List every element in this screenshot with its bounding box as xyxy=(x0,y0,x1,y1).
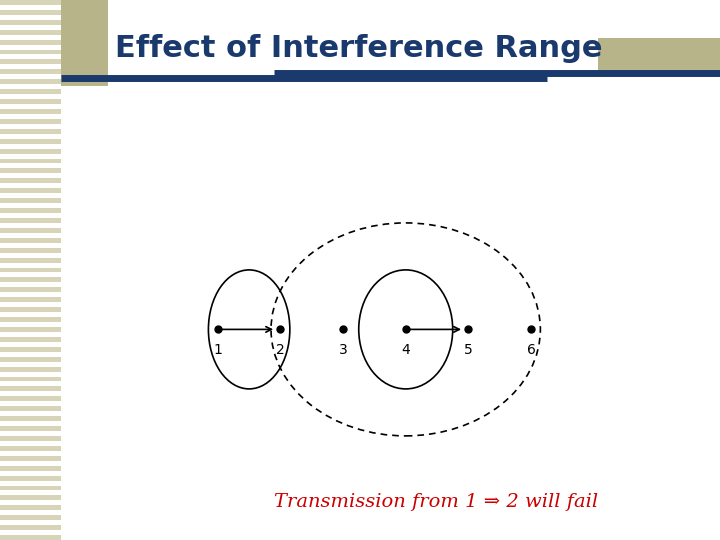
Text: 2: 2 xyxy=(276,343,285,357)
Bar xyxy=(0,79,61,84)
Bar xyxy=(0,505,61,510)
Bar xyxy=(0,89,61,94)
Bar xyxy=(0,208,61,213)
Bar xyxy=(0,109,61,114)
Bar xyxy=(0,20,61,25)
Bar xyxy=(0,267,61,273)
Bar xyxy=(0,139,61,144)
Bar xyxy=(0,30,61,35)
Bar xyxy=(0,525,61,530)
Text: Transmission from 1 ⇒ 2 will fail: Transmission from 1 ⇒ 2 will fail xyxy=(274,493,598,511)
Bar xyxy=(0,535,61,540)
Bar xyxy=(0,327,61,332)
Bar xyxy=(0,465,61,471)
Bar xyxy=(0,347,61,352)
Bar xyxy=(61,0,108,86)
Bar xyxy=(0,39,61,45)
Text: 1: 1 xyxy=(213,343,222,357)
Text: Effect of Interference Range: Effect of Interference Range xyxy=(115,34,603,63)
Bar xyxy=(0,367,61,372)
Bar xyxy=(0,148,61,153)
Bar xyxy=(0,426,61,431)
Bar xyxy=(0,188,61,193)
Bar xyxy=(0,168,61,173)
Bar xyxy=(0,495,61,501)
Bar xyxy=(0,228,61,233)
Bar xyxy=(598,38,720,73)
Bar xyxy=(0,287,61,292)
Bar xyxy=(0,248,61,253)
Bar xyxy=(0,198,61,203)
Bar xyxy=(0,129,61,134)
Text: 3: 3 xyxy=(338,343,348,357)
Bar xyxy=(0,119,61,124)
Bar xyxy=(0,10,61,15)
Bar xyxy=(0,337,61,342)
Bar xyxy=(0,159,61,164)
Bar xyxy=(0,416,61,421)
Bar xyxy=(0,59,61,64)
Bar xyxy=(0,436,61,441)
Bar xyxy=(0,69,61,75)
Text: 5: 5 xyxy=(464,343,473,357)
Bar xyxy=(0,218,61,223)
Bar xyxy=(0,178,61,183)
Bar xyxy=(0,456,61,461)
Text: 4: 4 xyxy=(401,343,410,357)
Bar xyxy=(0,307,61,312)
Bar xyxy=(0,258,61,262)
Bar xyxy=(0,387,61,392)
Bar xyxy=(0,357,61,362)
Bar xyxy=(0,396,61,401)
Bar xyxy=(0,0,61,5)
Bar xyxy=(0,278,61,282)
Bar xyxy=(0,317,61,322)
Bar xyxy=(0,238,61,243)
Bar xyxy=(0,446,61,451)
Bar xyxy=(0,476,61,481)
Bar xyxy=(0,406,61,411)
Bar xyxy=(0,50,61,55)
Bar xyxy=(0,515,61,520)
Text: 6: 6 xyxy=(526,343,536,357)
Bar xyxy=(0,485,61,490)
Bar xyxy=(0,99,61,104)
Bar xyxy=(0,297,61,302)
Bar xyxy=(0,376,61,381)
